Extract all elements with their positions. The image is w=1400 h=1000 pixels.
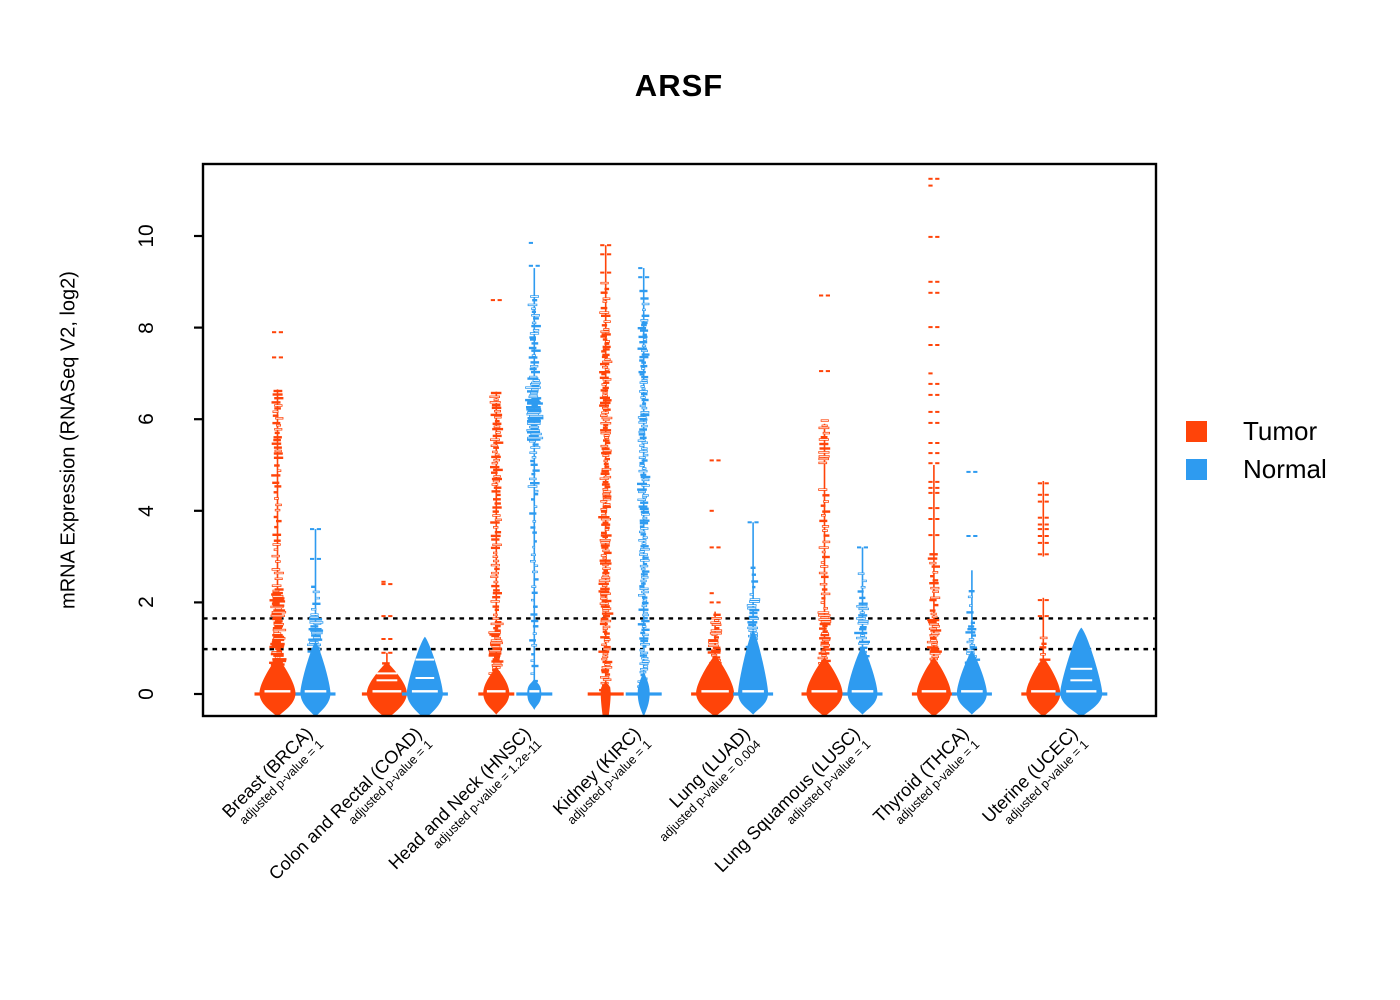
y-tick-label: 0	[135, 688, 158, 700]
group-kidney-kirc-	[587, 244, 662, 716]
y-tick-label: 2	[135, 596, 158, 609]
y-tick-label: 8	[135, 321, 158, 334]
tumor-swatch-icon	[1186, 420, 1207, 442]
chart-title: ARSF	[634, 68, 724, 103]
legend-label-normal: Normal	[1243, 453, 1327, 484]
group-head-and-neck-hnsc-	[478, 241, 553, 715]
y-tick-label: 4	[135, 504, 158, 517]
violin-strips	[254, 177, 1108, 716]
group-lung-squamous-lusc-	[801, 294, 883, 716]
legend-item-tumor: Tumor	[1186, 412, 1327, 450]
group-colon-and-rectal-coad-	[361, 580, 448, 716]
normal-swatch-icon	[1186, 458, 1207, 480]
y-tick-label: 10	[135, 224, 158, 248]
y-tick-label: 6	[135, 413, 158, 426]
group-lung-luad-	[691, 459, 774, 716]
group-thyroid-thca-	[911, 177, 992, 716]
legend: Tumor Normal	[1186, 412, 1327, 488]
legend-label-tumor: Tumor	[1243, 415, 1318, 446]
group-breast-brca-	[254, 331, 336, 716]
group-uterine-ucec-	[1021, 481, 1108, 716]
legend-item-normal: Normal	[1186, 450, 1327, 488]
